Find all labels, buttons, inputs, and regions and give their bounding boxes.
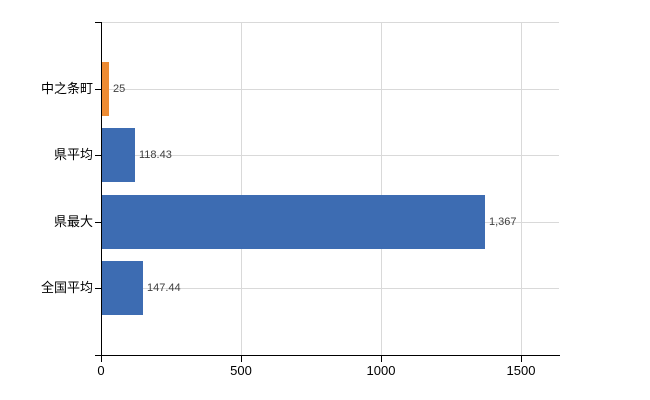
x-axis-tick bbox=[521, 356, 522, 362]
gridline-horizontal bbox=[102, 89, 559, 90]
y-axis-end-tick bbox=[95, 22, 101, 23]
x-axis-tick bbox=[381, 356, 382, 362]
category-tick bbox=[95, 288, 101, 289]
value-label: 147.44 bbox=[147, 282, 181, 294]
x-axis-line bbox=[95, 355, 560, 356]
x-axis-tick bbox=[101, 356, 102, 362]
gridline-vertical bbox=[521, 22, 522, 355]
category-tick bbox=[95, 155, 101, 156]
x-axis-tick bbox=[241, 356, 242, 362]
category-tick bbox=[95, 89, 101, 90]
category-label: 県最大 bbox=[53, 214, 93, 229]
plot-top-border bbox=[101, 22, 559, 23]
value-label: 25 bbox=[113, 83, 126, 95]
gridline-horizontal bbox=[102, 155, 559, 156]
gridline-vertical bbox=[381, 22, 382, 355]
gridline-vertical bbox=[241, 22, 242, 355]
category-label: 県平均 bbox=[53, 147, 93, 162]
bar-pref-average bbox=[102, 128, 135, 182]
category-label: 中之条町 bbox=[40, 81, 93, 96]
bar-nakanojo bbox=[102, 62, 109, 116]
y-axis-line bbox=[101, 22, 102, 356]
x-tick-label: 1500 bbox=[506, 363, 536, 378]
category-tick bbox=[95, 222, 101, 223]
category-label: 全国平均 bbox=[40, 280, 93, 295]
bar-pref-max bbox=[102, 195, 485, 249]
x-tick-label: 500 bbox=[230, 363, 252, 378]
value-label: 1,367 bbox=[489, 216, 517, 228]
value-label: 118.43 bbox=[139, 149, 172, 161]
gridline-horizontal bbox=[102, 288, 559, 289]
bar-national-average bbox=[102, 261, 143, 315]
x-tick-label: 1000 bbox=[366, 363, 396, 378]
x-tick-label: 0 bbox=[97, 363, 105, 378]
